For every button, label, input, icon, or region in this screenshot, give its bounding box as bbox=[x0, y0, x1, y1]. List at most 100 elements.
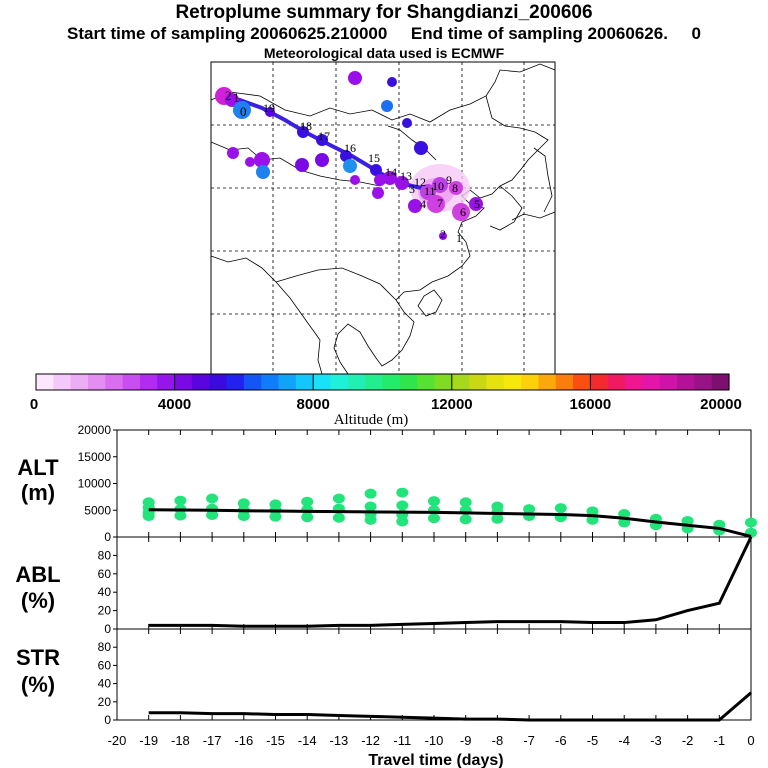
plume-cluster-30 bbox=[452, 203, 470, 221]
alt-scatter-point bbox=[554, 503, 567, 514]
alt-scatter-point bbox=[174, 495, 187, 506]
colorbar-swatch bbox=[399, 374, 418, 390]
y-tick-label: 0 bbox=[104, 530, 111, 544]
cluster-label: 4 bbox=[420, 197, 426, 211]
alt-scatter-point bbox=[586, 506, 599, 517]
alt-scatter-point bbox=[206, 493, 219, 504]
x-tick-label: -19 bbox=[139, 733, 158, 748]
plume-cluster-12 bbox=[245, 157, 255, 167]
alt-scatter-point bbox=[396, 487, 409, 498]
colorbar-swatch bbox=[677, 374, 695, 390]
alt-scatter-point bbox=[269, 511, 282, 522]
colorbar-swatch bbox=[157, 374, 176, 390]
plume-cluster-6 bbox=[348, 71, 362, 85]
panel-unit-alt: (m) bbox=[21, 480, 55, 505]
alt-scatter-point bbox=[332, 493, 345, 504]
met-data-line: Meteorological data used is ECMWF bbox=[263, 45, 505, 61]
colorbar-swatch bbox=[469, 374, 488, 390]
series-line-abl bbox=[148, 536, 753, 628]
plume-cluster-23 bbox=[372, 187, 384, 199]
colorbar-swatch bbox=[105, 374, 124, 390]
colorbar-swatch bbox=[139, 374, 158, 390]
colorbar-swatch bbox=[503, 374, 522, 390]
colorbar-swatch bbox=[53, 374, 72, 390]
alt-scatter-point bbox=[237, 498, 250, 509]
plume-cluster-5 bbox=[316, 134, 328, 146]
alt-scatter-point bbox=[142, 511, 155, 522]
colorbar-swatch bbox=[87, 374, 106, 390]
colorbar-swatch bbox=[434, 374, 453, 390]
cluster-label: 1 bbox=[456, 231, 462, 245]
colorbar-tick-label: 16000 bbox=[570, 396, 612, 413]
colorbar-swatch bbox=[555, 374, 574, 390]
colorbar-swatch bbox=[521, 374, 540, 390]
colorbar-swatch bbox=[330, 374, 349, 390]
plume-cluster-22 bbox=[350, 175, 360, 185]
panel-label-alt: ALT bbox=[17, 455, 59, 480]
y-tick-label: 20 bbox=[98, 604, 112, 618]
x-tick-label: -5 bbox=[587, 733, 599, 748]
sampling-time-line: Start time of sampling 20060625.210000 E… bbox=[66, 24, 701, 43]
alt-scatter-point bbox=[396, 500, 409, 511]
cluster-label: 18 bbox=[300, 119, 312, 133]
panel-abl: 0 20 40 60 80 ABL(%) bbox=[15, 536, 753, 636]
chart-title: Retroplume summary for Shangdianzi_20060… bbox=[175, 2, 593, 23]
colorbar-swatch bbox=[70, 374, 89, 390]
alt-scatter-point bbox=[301, 496, 314, 507]
colorbar-swatch bbox=[365, 374, 384, 390]
x-tick-label: -8 bbox=[492, 733, 504, 748]
colorbar-axis-label: Altitude (m) bbox=[334, 412, 409, 428]
panel-str: 0 20 40 60 80 STR(%) bbox=[16, 628, 752, 727]
y-tick-label: 20 bbox=[98, 695, 112, 709]
x-tick-label: -4 bbox=[618, 733, 630, 748]
alt-scatter-point bbox=[459, 514, 472, 525]
y-tick-label: 0 bbox=[104, 622, 111, 636]
alt-scatter-point bbox=[428, 496, 440, 507]
cluster-label: 7 bbox=[437, 196, 443, 210]
plume-cluster-2 bbox=[233, 101, 251, 119]
colorbar-swatch bbox=[313, 374, 332, 390]
trajectory-label: 1 bbox=[233, 90, 240, 105]
alt-scatter-point bbox=[523, 504, 536, 515]
cluster-label: 17 bbox=[318, 129, 330, 143]
cluster-label: 8 bbox=[452, 181, 458, 195]
colorbar-swatch bbox=[382, 374, 401, 390]
colorbar-swatch bbox=[659, 374, 678, 390]
colorbar-swatch bbox=[417, 374, 436, 390]
cluster-label: 2 bbox=[440, 227, 446, 241]
colorbar-swatch bbox=[209, 374, 228, 390]
y-tick-label: 10000 bbox=[78, 477, 112, 491]
plume-cluster-1 bbox=[225, 93, 239, 107]
plume-cluster-15 bbox=[295, 158, 309, 172]
cluster-label: 9 bbox=[446, 173, 452, 187]
x-axis-title: Travel time (days) bbox=[368, 752, 503, 768]
plume-cluster-20 bbox=[374, 174, 386, 186]
plume-cluster-16 bbox=[315, 153, 329, 167]
alt-scatter-point bbox=[206, 510, 219, 521]
cluster-label: 3 bbox=[409, 182, 415, 196]
colorbar-swatch bbox=[36, 374, 54, 390]
alt-scatter-point bbox=[459, 497, 472, 508]
y-tick-label: 0 bbox=[104, 713, 111, 727]
alt-scatter-point bbox=[237, 511, 250, 522]
panel-label-str: STR bbox=[16, 645, 60, 670]
alt-scatter-point bbox=[364, 501, 377, 512]
colorbar-tick-label: 20000 bbox=[700, 396, 742, 413]
colorbar: 0 4000 8000 12000 16000 20000 Altitude (m) bbox=[30, 373, 742, 428]
colorbar-tick-label: 8000 bbox=[297, 396, 330, 413]
alt-scatter-point bbox=[745, 517, 757, 528]
plume-cluster-21 bbox=[383, 171, 397, 185]
plume-cluster-10 bbox=[414, 141, 428, 155]
x-tick-label: -17 bbox=[203, 733, 222, 748]
panel-frame bbox=[116, 536, 752, 630]
x-tick-label: -7 bbox=[523, 733, 535, 748]
plume-cluster-9 bbox=[402, 118, 412, 128]
colorbar-swatch bbox=[295, 374, 314, 390]
plume-cluster-14 bbox=[256, 165, 270, 179]
panel-frame bbox=[116, 628, 752, 721]
y-tick-label: 80 bbox=[98, 548, 112, 562]
alt-scatter-point bbox=[586, 514, 599, 525]
x-tick-label: -1 bbox=[714, 733, 726, 748]
